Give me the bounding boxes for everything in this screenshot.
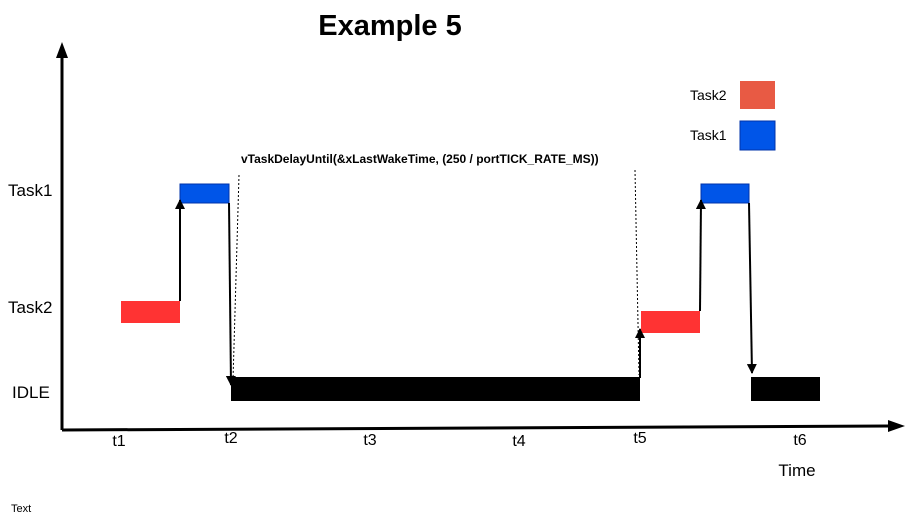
- lane-label-task2: Task2: [8, 298, 52, 317]
- transition-arrow-task2-to-task1-2: [695, 199, 706, 312]
- tick-label-t3: t3: [363, 432, 376, 449]
- x-axis-arrow-icon: [888, 420, 905, 432]
- diagram-title: Example 5: [318, 10, 461, 42]
- y-axis-arrow-icon: [56, 42, 68, 58]
- tick-label-t2: t2: [224, 430, 237, 447]
- lane-label-task1: Task1: [8, 181, 52, 200]
- legend-label-task1: Task1: [690, 127, 727, 143]
- legend-swatch-task1: [739, 120, 776, 151]
- task2-block-2: [641, 311, 700, 333]
- x-axis: [61, 420, 905, 432]
- tick-label-t5: t5: [633, 430, 646, 447]
- delay-annotation: vTaskDelayUntil(&xLastWakeTime, (250 / p…: [241, 152, 599, 166]
- task1-block-2: [700, 183, 750, 204]
- tick-label-t6: t6: [793, 432, 806, 449]
- legend-swatch-task2: [740, 81, 775, 109]
- task1-block-1: [179, 183, 230, 204]
- tick-label-t4: t4: [512, 433, 525, 450]
- delay-guide-line-start: [232, 174, 240, 381]
- task2-block-1: [121, 301, 180, 323]
- idle-block-2: [751, 377, 820, 401]
- transition-arrow-task1-to-idle-2: [746, 202, 757, 374]
- footer-text: Text: [11, 503, 31, 515]
- legend: Task2 Task1: [690, 81, 776, 151]
- lane-label-idle: IDLE: [12, 383, 50, 402]
- transition-arrow-task1-to-idle: [225, 202, 236, 386]
- delay-guide-line-end: [634, 169, 640, 376]
- x-axis-label: Time: [778, 461, 815, 480]
- y-axis: [56, 42, 68, 430]
- tick-label-t1: t1: [112, 433, 125, 450]
- legend-label-task2: Task2: [690, 87, 727, 103]
- idle-block-1: [231, 377, 640, 401]
